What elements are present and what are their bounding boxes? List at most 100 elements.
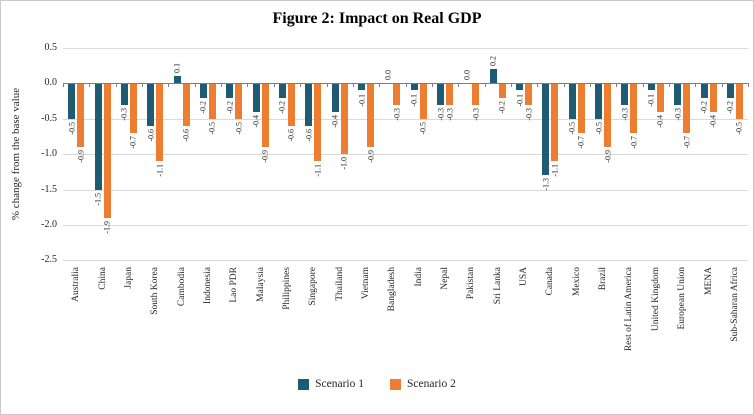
x-axis-tick: [168, 83, 170, 88]
y-tick-label: -1.0: [41, 148, 57, 160]
bar-scenario2: [182, 83, 190, 126]
x-axis-tick: [221, 83, 223, 88]
category-label: Rest of Latin America: [624, 267, 635, 352]
bar-scenario1: [252, 83, 260, 112]
bar-scenario2: [604, 83, 612, 148]
bar-scenario2: [367, 83, 374, 148]
bar-scenario2: [656, 83, 664, 112]
bar-scenario1: [226, 83, 234, 98]
gridline: [63, 48, 748, 49]
bar-value-label: -1.0: [339, 157, 349, 170]
bar-scenario1: [147, 83, 155, 126]
category-label: Sub-Saharan Africa: [729, 267, 740, 342]
x-axis-tick: [115, 83, 117, 88]
bar-value-label: -0.2: [699, 100, 709, 114]
bar-scenario2: [393, 83, 401, 105]
bar-value-label: -0.5: [67, 121, 77, 135]
bar-scenario2: [498, 83, 506, 98]
category-label: Singapore: [308, 267, 319, 306]
x-axis-tick: [194, 83, 196, 88]
category-label: India: [413, 267, 424, 287]
category-label: Pakistan: [466, 267, 477, 300]
bar-scenario2: [314, 83, 322, 162]
x-axis-tick: [431, 83, 433, 88]
x-axis-tick: [589, 83, 591, 88]
gridline: [63, 189, 748, 191]
category-label: South Korea: [150, 267, 161, 315]
x-axis-tick: [352, 83, 354, 88]
bar-value-label: -0.5: [567, 121, 577, 135]
category-label: China: [97, 267, 108, 290]
bar-value-label: -1.1: [550, 164, 560, 177]
bar-scenario2: [77, 83, 85, 148]
bar-value-label: -0.7: [629, 136, 639, 149]
x-axis-tick: [669, 83, 670, 88]
bar-scenario1: [595, 83, 603, 119]
category-label: Lao PDR: [229, 267, 240, 303]
bar-scenario2: [261, 83, 269, 148]
bar-scenario1: [199, 83, 207, 98]
bar-value-label: -1.1: [313, 164, 323, 177]
bar-scenario1: [173, 76, 181, 84]
bar-scenario2: [208, 83, 216, 119]
x-axis-tick: [537, 83, 539, 88]
bar-scenario2: [630, 83, 638, 133]
bar-scenario2: [735, 83, 743, 119]
bar-scenario2: [472, 83, 480, 105]
category-label: Mexico: [571, 267, 582, 297]
x-axis-tick: [458, 83, 460, 88]
category-label: Vietnam: [361, 267, 371, 300]
bar-value-label: -0.4: [708, 114, 718, 128]
bar-value-label: 0.0: [383, 70, 393, 81]
legend-swatch: [298, 378, 310, 390]
bar-value-label: -0.3: [620, 107, 630, 121]
x-axis-tick: [247, 83, 249, 88]
x-axis-tick: [484, 83, 486, 88]
y-tick-label: -0.5: [41, 112, 57, 124]
bar-value-label: -0.5: [234, 121, 244, 135]
category-label: Cambodia: [176, 267, 187, 307]
x-axis-tick: [616, 83, 618, 88]
bar-value-label: 0.0: [462, 70, 472, 81]
y-tick-label: -2.5: [41, 254, 57, 266]
bar-value-label: -0.7: [576, 136, 586, 149]
bar-value-label: -0.3: [436, 107, 445, 121]
bar-value-label: -0.5: [594, 121, 604, 135]
bar-scenario1: [120, 83, 128, 105]
bar-value-label: -0.2: [497, 100, 507, 114]
bar-scenario1: [700, 83, 708, 98]
category-label: Bangladesh: [387, 267, 398, 312]
bar-scenario2: [235, 83, 243, 119]
bar-value-label: -0.3: [392, 107, 402, 121]
bar-scenario1: [647, 83, 655, 91]
bar-scenario2: [551, 83, 559, 162]
x-axis-tick: [89, 83, 91, 88]
bar-scenario1: [568, 83, 576, 119]
bar-scenario1: [94, 83, 102, 190]
gridline: [63, 154, 748, 156]
bar-value-label: 0.2: [488, 56, 498, 67]
legend-label: Scenario 2: [407, 378, 456, 390]
bar-scenario1: [674, 83, 682, 105]
bar-value-label: -0.1: [357, 93, 366, 107]
bar-value-label: -0.1: [515, 93, 525, 107]
bar-scenario2: [577, 83, 585, 133]
y-tick-label: -2.0: [41, 219, 57, 230]
y-tick-label: 0.0: [44, 77, 58, 89]
category-label: European Union: [677, 267, 688, 330]
category-label: Sri Lanka: [492, 267, 503, 305]
bar-scenario1: [516, 83, 524, 91]
bar-value-label: -0.9: [366, 150, 375, 163]
bar-value-label: -0.1: [409, 93, 419, 107]
x-axis-tick: [326, 83, 328, 88]
bar-scenario1: [726, 83, 734, 98]
category-label: Nepal: [440, 267, 450, 290]
bar-scenario1: [621, 83, 629, 105]
x-axis-tick: [748, 83, 749, 88]
bar-value-label: -0.5: [418, 121, 428, 135]
bar-value-label: -0.6: [146, 128, 156, 142]
bar-value-label: -0.5: [207, 121, 217, 135]
bar-scenario1: [305, 83, 313, 126]
x-axis-tick: [273, 83, 275, 88]
